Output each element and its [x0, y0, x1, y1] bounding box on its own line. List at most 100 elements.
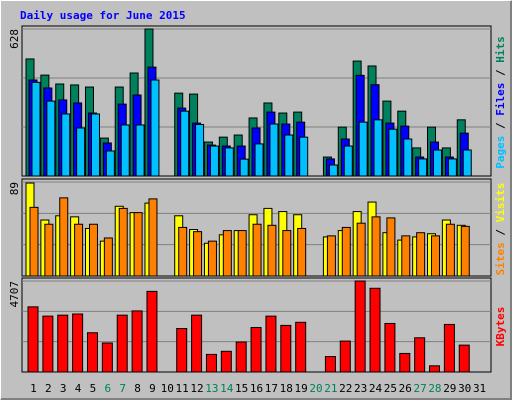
y-tick-label: 628 — [8, 29, 21, 49]
x-tick-label: 19 — [294, 382, 307, 395]
bar — [61, 113, 71, 177]
x-tick-label: 4 — [75, 382, 82, 395]
x-tick-label: 14 — [220, 382, 234, 395]
bar — [443, 323, 455, 373]
x-tick-label: 20 — [309, 382, 322, 395]
x-tick-label: 26 — [399, 382, 412, 395]
bar — [205, 353, 217, 373]
bar — [176, 328, 188, 373]
bar — [237, 230, 247, 277]
x-tick-label: 16 — [250, 382, 263, 395]
x-tick-label: 3 — [60, 382, 67, 395]
x-tick-label: 2 — [45, 382, 52, 395]
bar — [74, 223, 84, 277]
x-tick-label: 9 — [149, 382, 156, 395]
x-tick-label: 24 — [369, 382, 383, 395]
bar — [86, 332, 98, 373]
bar — [146, 290, 158, 373]
legend: Sites / Visits — [494, 183, 507, 276]
bar — [269, 123, 279, 177]
bar — [416, 232, 426, 277]
bar — [180, 110, 190, 177]
bar — [447, 158, 457, 177]
bar — [105, 150, 115, 177]
bar — [414, 337, 426, 373]
x-tick-label: 15 — [235, 382, 248, 395]
x-tick-label: 13 — [205, 382, 218, 395]
legend-separator: / — [494, 222, 507, 242]
x-tick-label: 25 — [384, 382, 397, 395]
bar — [207, 240, 217, 277]
legend-entry: Pages — [494, 136, 507, 169]
bar — [356, 222, 366, 277]
x-tick-label: 5 — [90, 382, 97, 395]
x-tick-label: 10 — [161, 382, 174, 395]
bar — [265, 315, 277, 373]
bar — [399, 352, 411, 373]
bar — [403, 138, 413, 177]
x-tick-label: 12 — [190, 382, 203, 395]
bar — [118, 207, 128, 277]
bar — [133, 212, 143, 277]
bar — [72, 313, 84, 373]
bar — [235, 341, 247, 373]
x-tick-label: 30 — [458, 382, 471, 395]
bar — [222, 230, 232, 277]
x-tick-label: 31 — [473, 382, 486, 395]
x-tick-label: 11 — [176, 382, 189, 395]
bar — [326, 235, 336, 277]
bar — [445, 223, 455, 277]
x-tick-label: 29 — [443, 382, 456, 395]
bar — [220, 350, 232, 373]
bar — [371, 216, 381, 277]
bar — [343, 145, 353, 177]
bar — [250, 327, 262, 373]
bar — [120, 124, 130, 177]
x-tick-label: 18 — [280, 382, 293, 395]
bar — [354, 280, 366, 373]
bar — [460, 225, 470, 277]
legend: KBytes — [494, 307, 507, 347]
bar — [209, 145, 219, 177]
bar — [224, 147, 234, 177]
bar — [458, 344, 470, 373]
x-tick-label: 27 — [413, 382, 426, 395]
bar — [191, 314, 203, 373]
legend-entry: KBytes — [494, 307, 507, 347]
bar — [429, 365, 441, 373]
bar — [373, 119, 383, 177]
legend: Pages / Files / Hits — [494, 36, 507, 169]
legend-entry: Hits — [494, 36, 507, 63]
legend-entry: Sites — [494, 242, 507, 275]
bar — [131, 310, 143, 373]
bar — [284, 134, 294, 177]
bar — [462, 149, 472, 177]
bar — [433, 149, 443, 177]
bar — [90, 113, 100, 177]
bar — [193, 231, 203, 277]
bar — [431, 235, 441, 277]
bar — [148, 198, 158, 277]
bar — [103, 237, 113, 277]
bar — [299, 136, 309, 177]
bar — [101, 342, 113, 373]
bar — [59, 197, 69, 277]
bar — [280, 324, 292, 373]
bar — [267, 224, 277, 277]
x-tick-label: 17 — [265, 382, 278, 395]
bar — [384, 322, 396, 373]
bar — [401, 235, 411, 277]
bar — [282, 230, 292, 277]
bar — [135, 124, 145, 177]
bar — [27, 306, 39, 373]
bar — [46, 100, 56, 177]
bar — [252, 223, 262, 277]
x-tick-label: 1 — [30, 382, 37, 395]
bar — [324, 356, 336, 373]
bar — [339, 340, 351, 373]
x-tick-label: 22 — [339, 382, 352, 395]
bar — [195, 124, 205, 177]
bar — [44, 223, 54, 277]
